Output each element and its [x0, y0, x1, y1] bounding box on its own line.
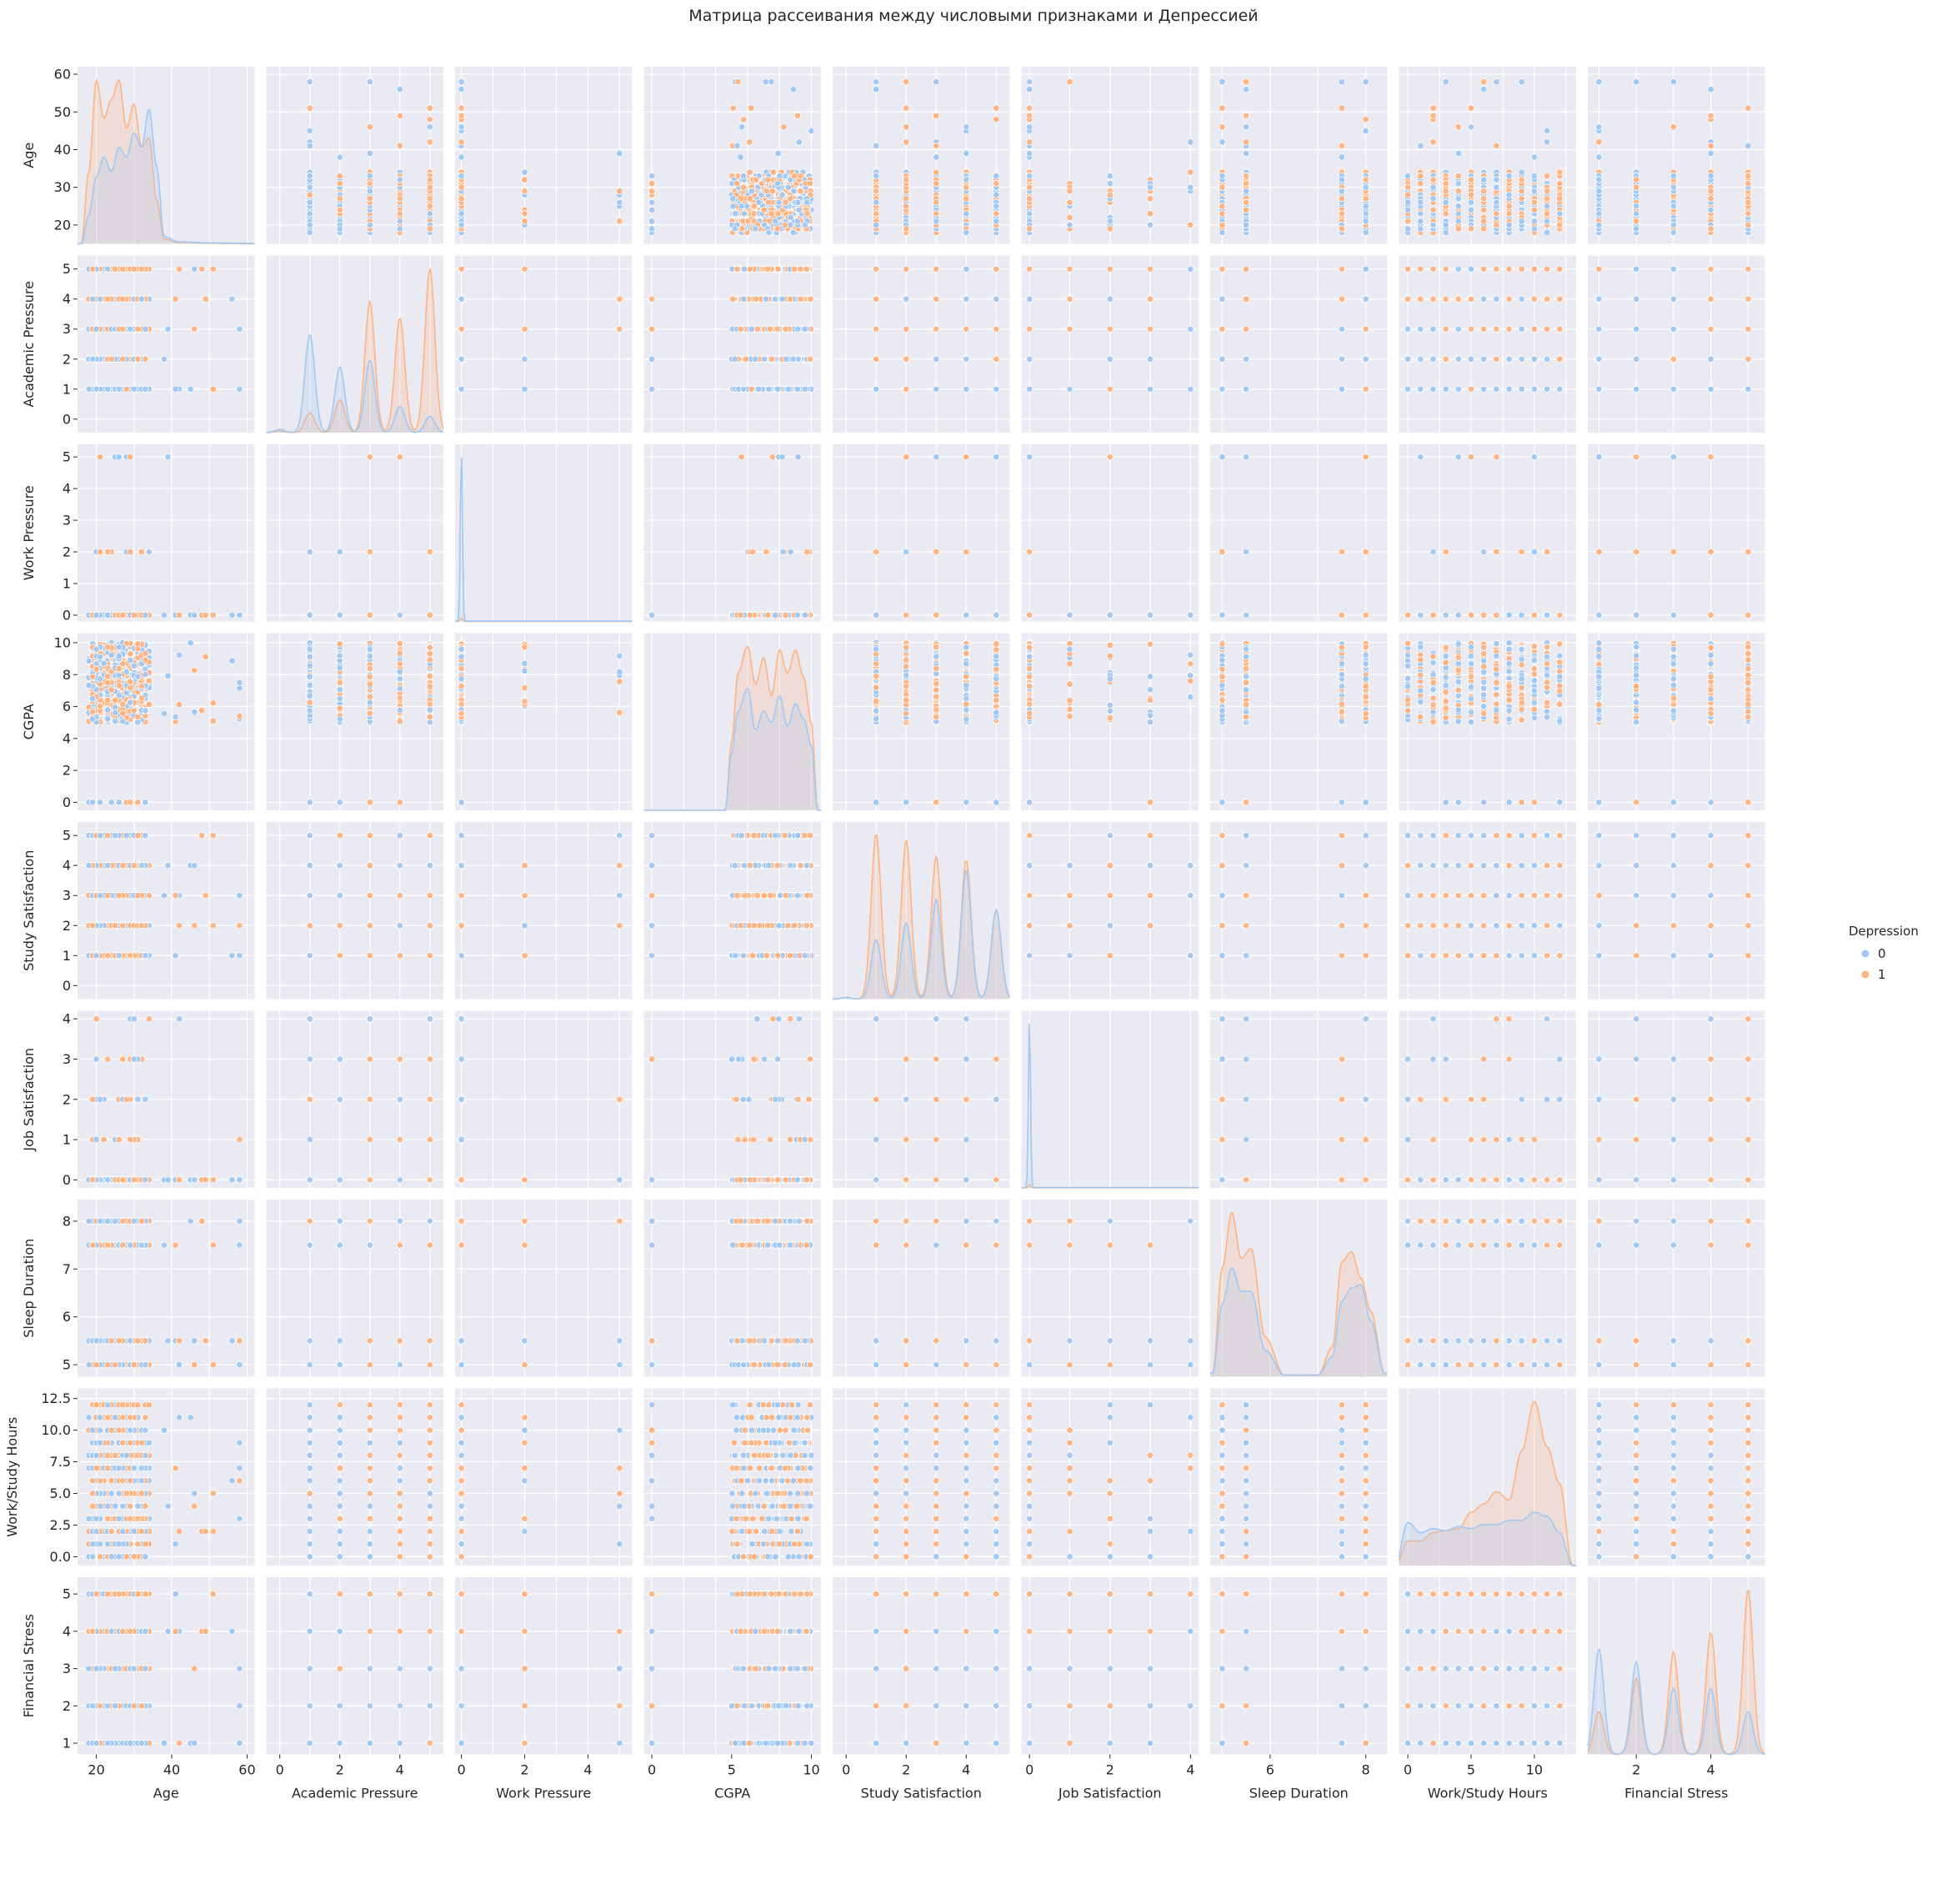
point-depression-1 [427, 105, 433, 111]
point-depression-1 [617, 218, 623, 224]
point-depression-0 [397, 218, 403, 224]
point-depression-0 [367, 222, 373, 228]
point-depression-1 [427, 196, 433, 202]
point-depression-0 [796, 139, 802, 145]
y-tick-label: 20 [54, 217, 71, 233]
point-depression-0 [367, 150, 373, 156]
point-depression-1 [427, 184, 433, 190]
y-tick-label: 30 [54, 179, 71, 195]
point-depression-1 [427, 203, 433, 209]
point-depression-1 [617, 188, 623, 194]
panel-background [455, 67, 633, 244]
point-depression-0 [397, 226, 403, 232]
panel-background [644, 67, 822, 244]
point-depression-1 [337, 173, 343, 178]
point-depression-0 [775, 150, 781, 156]
point-depression-1 [748, 105, 753, 111]
point-depression-0 [307, 184, 313, 190]
point-depression-0 [458, 173, 464, 178]
point-depression-1 [397, 113, 403, 118]
point-depression-0 [458, 154, 464, 160]
point-depression-1 [735, 78, 741, 84]
point-depression-0 [738, 154, 743, 160]
point-depression-0 [307, 128, 313, 133]
point-depression-1 [427, 117, 433, 123]
y-tick-label: 40 [54, 142, 71, 158]
point-depression-1 [427, 139, 433, 145]
point-depression-0 [648, 199, 654, 205]
panel-age-vs-cgpa [644, 67, 822, 244]
point-depression-0 [337, 154, 343, 160]
point-depression-0 [397, 86, 403, 92]
y-axis-label: Age [21, 143, 37, 168]
point-depression-0 [458, 86, 464, 92]
point-depression-1 [367, 181, 373, 187]
point-depression-1 [458, 196, 464, 202]
point-depression-0 [617, 199, 623, 205]
point-depression-0 [307, 143, 313, 148]
point-depression-1 [522, 211, 528, 217]
point-depression-0 [307, 222, 313, 228]
point-depression-1 [458, 105, 464, 111]
point-depression-0 [307, 199, 313, 205]
panel-background [267, 67, 444, 244]
y-tick-label: 60 [54, 67, 71, 83]
point-depression-0 [307, 211, 313, 217]
point-depression-1 [458, 139, 464, 145]
point-depression-1 [337, 181, 343, 187]
point-depression-0 [367, 188, 373, 194]
point-depression-1 [741, 117, 747, 123]
point-depression-0 [458, 222, 464, 228]
point-depression-1 [522, 218, 528, 224]
point-depression-0 [367, 78, 373, 84]
point-depression-0 [397, 177, 403, 183]
point-depression-1 [427, 177, 433, 183]
panel-age-vs-age: 20 30 40 50 60 Age [21, 67, 255, 244]
point-depression-1 [458, 113, 464, 118]
point-depression-0 [367, 173, 373, 178]
point-depression-1 [337, 207, 343, 213]
point-depression-1 [307, 105, 313, 111]
point-depression-0 [307, 229, 313, 235]
point-depression-1 [307, 192, 313, 198]
panel-age-vs-work-pressure [455, 67, 633, 244]
point-depression-1 [397, 211, 403, 217]
y-tick-label: 50 [54, 104, 71, 120]
point-depression-1 [397, 143, 403, 148]
point-depression-0 [337, 226, 343, 232]
point-depression-0 [458, 211, 464, 217]
point-depression-1 [367, 196, 373, 202]
point-depression-1 [730, 105, 736, 111]
point-depression-1 [397, 196, 403, 202]
panel-age-vs-academic-pressure [267, 67, 444, 244]
point-depression-1 [337, 196, 343, 202]
point-depression-0 [427, 124, 433, 130]
point-depression-0 [648, 207, 654, 213]
point-depression-0 [427, 211, 433, 217]
point-depression-0 [522, 169, 528, 175]
point-depression-0 [617, 150, 623, 156]
point-depression-0 [648, 226, 654, 232]
point-depression-1 [522, 188, 528, 194]
point-depression-1 [367, 124, 373, 130]
point-depression-0 [458, 78, 464, 84]
point-depression-0 [307, 78, 313, 84]
point-depression-1 [458, 184, 464, 190]
chart-title: Матрица рассеивания между числовыми приз… [688, 7, 1258, 25]
point-depression-0 [458, 124, 464, 130]
point-depression-1 [522, 177, 528, 183]
point-depression-0 [307, 173, 313, 178]
point-depression-1 [427, 226, 433, 232]
